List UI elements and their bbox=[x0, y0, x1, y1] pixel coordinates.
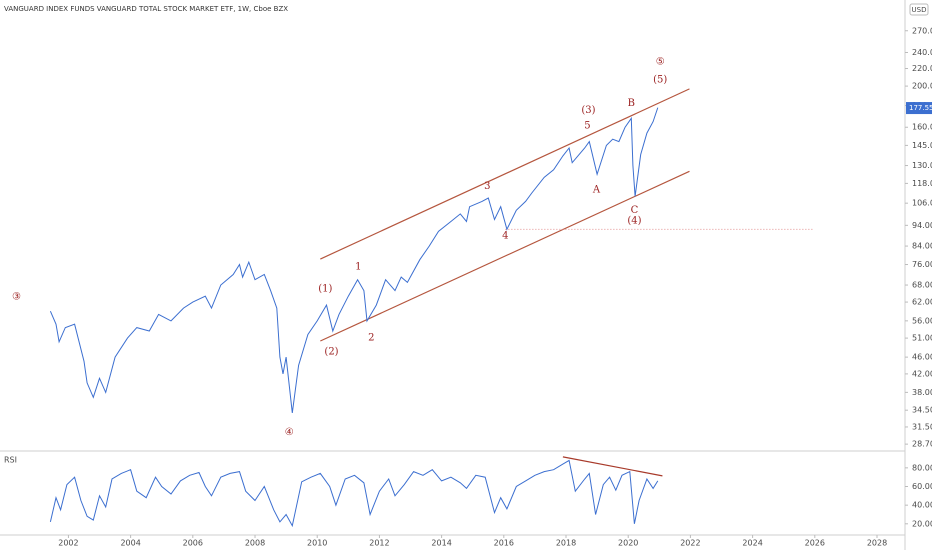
y-tick-label: 160.00 bbox=[912, 123, 932, 132]
last-price: 177.55 bbox=[909, 104, 932, 112]
wave-label: (2) bbox=[324, 346, 338, 357]
y-tick-label: 270.00 bbox=[912, 26, 932, 35]
y-tick-label: 40.00 bbox=[912, 501, 932, 510]
y-tick-label: 42.00 bbox=[912, 369, 932, 378]
x-tick-label: 2018 bbox=[556, 539, 576, 548]
y-tick-label: 56.00 bbox=[912, 316, 932, 325]
y-tick-label: 220.00 bbox=[912, 64, 932, 73]
currency-box[interactable] bbox=[909, 3, 929, 16]
wave-label: 5 bbox=[584, 121, 590, 132]
wave-label: (3) bbox=[581, 105, 595, 116]
y-tick-label: 80.00 bbox=[912, 463, 932, 472]
wave-label: (4) bbox=[627, 215, 641, 226]
y-tick-label: 20.00 bbox=[912, 519, 932, 528]
y-tick-label: 106.00 bbox=[912, 199, 932, 208]
panel-title: RSI bbox=[4, 456, 17, 465]
wave-label: A bbox=[592, 184, 601, 195]
y-tick-label: 60.00 bbox=[912, 482, 932, 491]
x-tick-label: 2022 bbox=[680, 539, 700, 548]
y-tick-label: 62.00 bbox=[912, 298, 932, 307]
wave-label: (5) bbox=[653, 74, 667, 85]
wave-label: (1) bbox=[318, 283, 332, 294]
trend-line bbox=[562, 456, 663, 477]
trend-line bbox=[320, 170, 690, 342]
y-tick-label: 28.70 bbox=[912, 440, 932, 449]
wave-label: 4 bbox=[502, 230, 508, 241]
price-line bbox=[49, 459, 659, 528]
y-tick-label: 94.00 bbox=[912, 221, 932, 230]
wave-label: C bbox=[631, 205, 639, 216]
y-tick-label: 46.00 bbox=[912, 353, 932, 362]
x-tick-label: 2026 bbox=[805, 539, 825, 548]
x-tick-label: 2028 bbox=[867, 539, 887, 548]
x-tick-label: 2014 bbox=[431, 539, 451, 548]
y-tick-label: 34.50 bbox=[912, 406, 932, 415]
y-tick-label: 118.00 bbox=[912, 179, 932, 188]
wave-label: 2 bbox=[368, 333, 374, 344]
wave-label: B bbox=[628, 98, 635, 109]
x-tick-label: 2006 bbox=[183, 539, 203, 548]
y-tick-label: 130.00 bbox=[912, 161, 932, 170]
y-tick-label: 31.50 bbox=[912, 422, 932, 431]
x-tick-label: 2004 bbox=[120, 539, 140, 548]
x-tick-label: 2002 bbox=[58, 539, 78, 548]
y-tick-label: 76.00 bbox=[912, 260, 932, 269]
price-line bbox=[49, 107, 659, 413]
x-tick-label: 2020 bbox=[618, 539, 638, 548]
x-tick-label: 2008 bbox=[245, 539, 265, 548]
y-tick-label: 51.00 bbox=[912, 334, 932, 343]
wave-label: ④ bbox=[285, 427, 294, 438]
y-tick-label: 38.00 bbox=[912, 388, 932, 397]
x-tick-label: 2010 bbox=[307, 539, 327, 548]
x-tick-label: 2012 bbox=[369, 539, 389, 548]
x-tick-label: 2016 bbox=[494, 539, 514, 548]
y-tick-label: 200.00 bbox=[912, 82, 932, 91]
y-tick-label: 145.00 bbox=[912, 141, 932, 150]
wave-label: ⑤ bbox=[656, 56, 665, 67]
wave-label: 3 bbox=[484, 181, 490, 192]
y-tick-label: 68.00 bbox=[912, 281, 932, 290]
chart-title: VANGUARD INDEX FUNDS VANGUARD TOTAL STOC… bbox=[4, 5, 288, 13]
trend-line bbox=[320, 88, 690, 260]
wave-label: 1 bbox=[355, 261, 361, 272]
currency: USD bbox=[912, 6, 927, 14]
last-price-box bbox=[906, 102, 932, 115]
x-tick-label: 2024 bbox=[742, 539, 762, 548]
wave-label: ③ bbox=[12, 291, 21, 302]
y-tick-label: 240.00 bbox=[912, 48, 932, 57]
y-tick-label: 84.00 bbox=[912, 242, 932, 251]
